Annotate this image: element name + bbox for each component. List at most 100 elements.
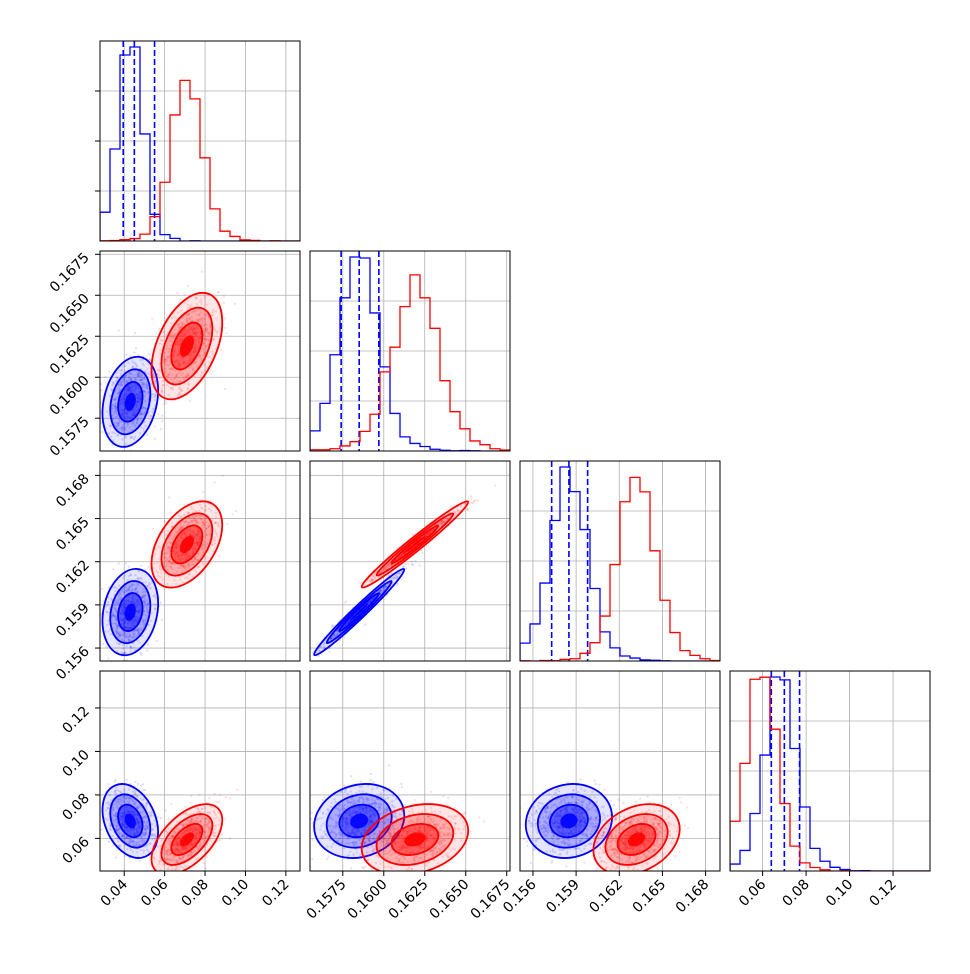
scatter-point xyxy=(97,611,99,613)
scatter-point xyxy=(187,285,189,287)
scatter-point xyxy=(474,499,476,501)
scatter-point xyxy=(164,809,166,811)
scatter-point xyxy=(135,347,137,349)
scatter-point xyxy=(125,562,127,564)
scatter-point xyxy=(304,666,306,668)
scatter-point xyxy=(128,565,130,567)
scatter-point xyxy=(153,438,155,440)
scatter-point xyxy=(224,327,226,329)
scatter-point xyxy=(151,317,153,319)
scatter-point xyxy=(133,898,135,900)
scatter-point xyxy=(494,484,496,486)
scatter-point xyxy=(94,593,96,595)
scatter-point xyxy=(189,400,191,402)
scatter-point xyxy=(225,332,227,334)
scatter-point xyxy=(134,332,136,334)
scatter-point xyxy=(152,528,154,530)
scatter-point xyxy=(412,563,414,565)
scatter-point xyxy=(235,510,237,512)
scatter-point xyxy=(301,666,303,668)
scatter-point xyxy=(183,293,185,295)
scatter-point xyxy=(211,371,213,373)
scatter-point xyxy=(220,349,222,351)
scatter-point xyxy=(149,583,151,585)
scatter-point xyxy=(107,783,109,785)
scatter-point xyxy=(418,564,420,566)
scatter-point xyxy=(163,403,165,405)
scatter-point xyxy=(402,566,404,568)
scatter-point xyxy=(414,560,416,562)
scatter-point xyxy=(107,657,109,659)
scatter-point xyxy=(170,511,172,513)
scatter-point xyxy=(125,354,127,356)
scatter-point xyxy=(106,666,108,668)
scatter-point xyxy=(343,602,345,604)
scatter-point xyxy=(157,413,159,415)
scatter-point xyxy=(161,414,163,416)
scatter-point xyxy=(164,399,166,401)
scatter-point xyxy=(156,640,158,642)
scatter-point xyxy=(224,317,226,319)
scatter-point xyxy=(386,575,388,577)
scatter-point xyxy=(168,496,170,498)
scatter-point xyxy=(147,367,149,369)
scatter-point xyxy=(104,376,106,378)
scatter-point xyxy=(209,373,211,375)
scatter-point xyxy=(466,508,468,510)
scatter-point xyxy=(343,636,345,638)
scatter-point xyxy=(161,420,163,422)
scatter-point xyxy=(150,399,152,401)
scatter-point xyxy=(450,505,452,507)
scatter-point xyxy=(404,563,406,565)
scatter-point xyxy=(95,617,97,619)
scatter-point xyxy=(100,389,102,391)
scatter-point xyxy=(201,271,203,273)
histogram-series-0 xyxy=(730,677,930,871)
scatter-point xyxy=(94,461,96,463)
scatter-point xyxy=(149,359,151,361)
scatter-point xyxy=(150,414,152,416)
scatter-point xyxy=(405,567,407,569)
scatter-point xyxy=(421,552,423,554)
scatter-point xyxy=(102,643,104,645)
scatter-point xyxy=(306,663,308,665)
scatter-point xyxy=(396,583,398,585)
scatter-point xyxy=(217,291,219,293)
scatter-point xyxy=(161,619,163,621)
scatter-point xyxy=(142,666,144,668)
scatter-point xyxy=(226,523,228,525)
scatter-point xyxy=(163,520,165,522)
scatter-point xyxy=(148,371,150,373)
scatter-point xyxy=(224,388,226,390)
scatter-point xyxy=(105,646,107,648)
scatter-point xyxy=(380,580,382,582)
scatter-point xyxy=(470,498,472,500)
scatter-point xyxy=(140,785,142,787)
scatter-point xyxy=(147,359,149,361)
scatter-point xyxy=(153,425,155,427)
scatter-point xyxy=(143,662,145,664)
scatter-point xyxy=(359,582,361,584)
scatter-point xyxy=(112,568,114,570)
scatter-point xyxy=(223,295,225,297)
scatter-point xyxy=(114,779,116,781)
scatter-point xyxy=(165,401,167,403)
scatter-point xyxy=(301,664,303,666)
scatter-point xyxy=(160,601,162,603)
histogram-series-1 xyxy=(100,80,300,241)
scatter-point xyxy=(146,433,148,435)
scatter-point xyxy=(147,643,149,645)
scatter-point xyxy=(231,513,233,515)
scatter-point xyxy=(145,369,147,371)
scatter-point xyxy=(146,649,148,651)
scatter-point xyxy=(149,586,151,588)
scatter-point xyxy=(148,568,150,570)
scatter-point xyxy=(93,813,95,815)
scatter-point xyxy=(144,789,146,791)
scatter-point xyxy=(140,652,142,654)
scatter-point xyxy=(176,292,178,294)
scatter-point xyxy=(160,817,162,819)
scatter-point xyxy=(147,415,149,417)
